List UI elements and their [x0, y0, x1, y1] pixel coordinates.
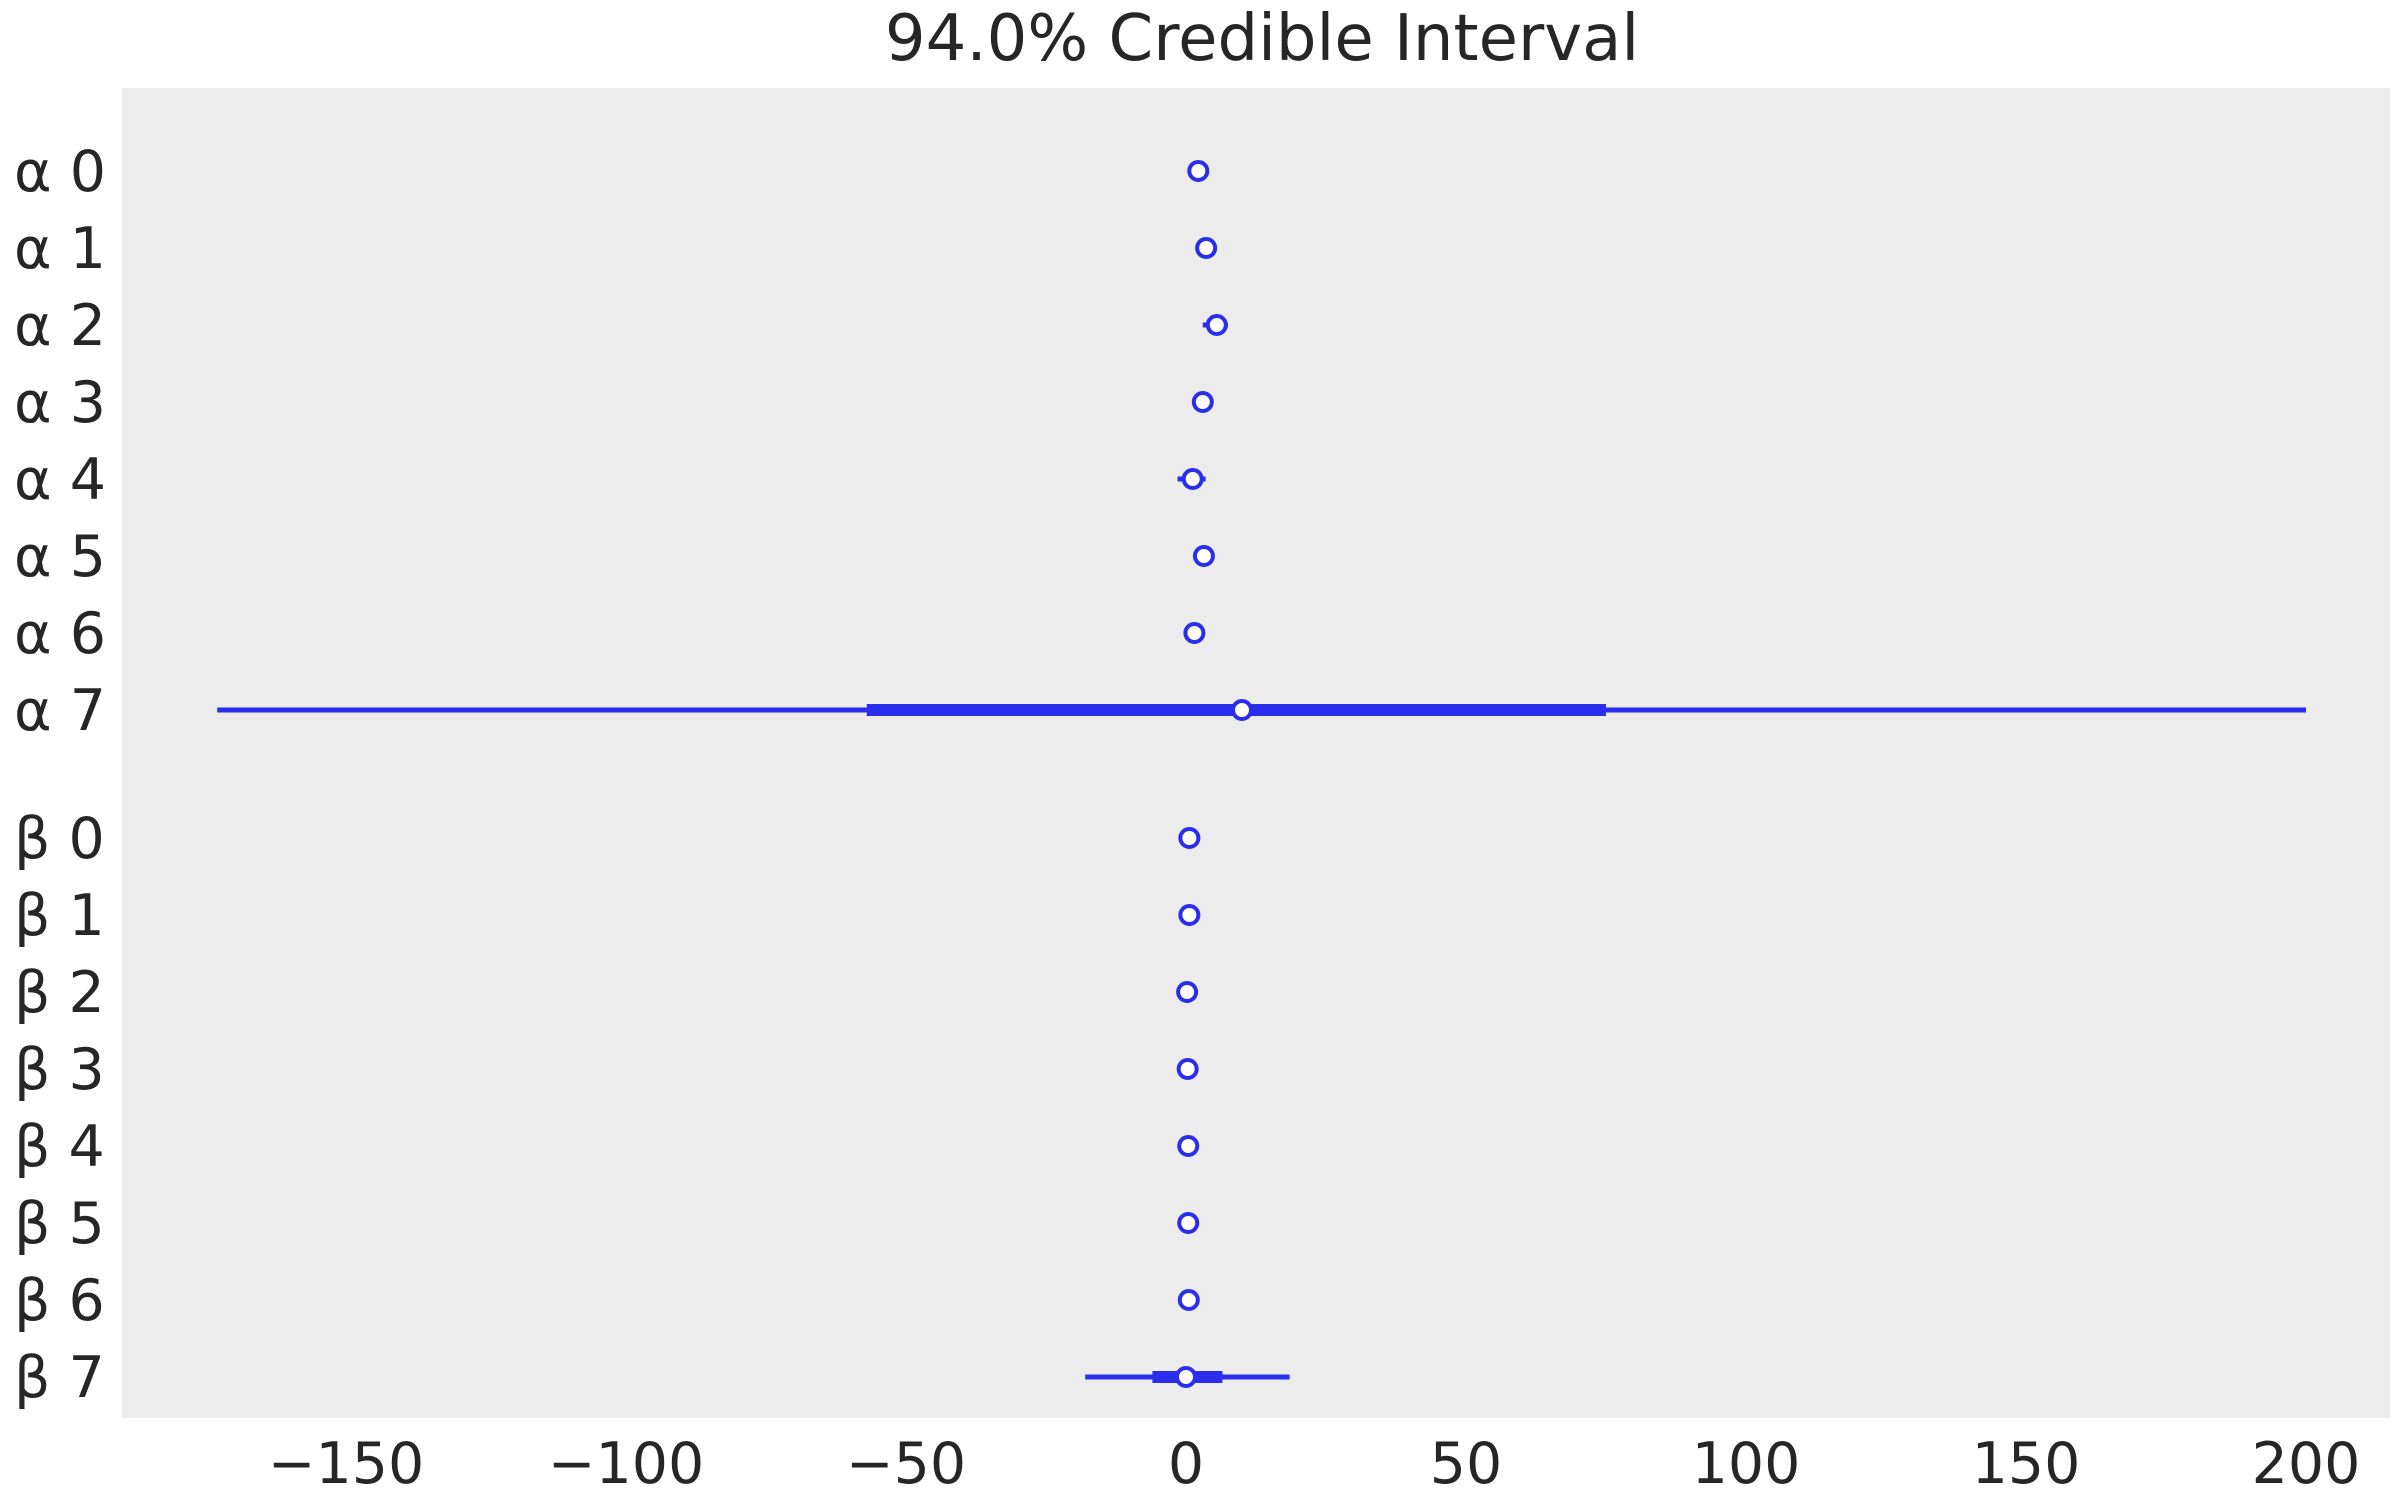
y-label-α-1: α 1: [14, 216, 106, 282]
y-label-α-6: α 6: [14, 601, 106, 667]
mean-point-β-5: [1177, 1212, 1200, 1234]
y-label-β-2: β 2: [14, 960, 105, 1026]
mean-point-α-2: [1205, 314, 1228, 336]
mean-point-α-6: [1183, 622, 1206, 644]
y-label-β-7: β 7: [14, 1345, 105, 1411]
y-label-α-0: α 0: [14, 139, 106, 205]
x-tick-label: 50: [1430, 1431, 1503, 1497]
y-label-β-4: β 4: [14, 1114, 105, 1180]
y-label-α-5: α 5: [14, 524, 106, 590]
mean-point-α-0: [1187, 160, 1210, 182]
mean-point-β-0: [1178, 827, 1201, 849]
x-tick-labels: −150 −100 −50 0 50 100 150 200: [268, 1431, 2361, 1497]
x-tick-label: 200: [2252, 1431, 2361, 1497]
mean-point-β-3: [1176, 1058, 1199, 1080]
y-tick-labels: α 0 α 1 α 2 α 3 α 4 α 5 α 6 α 7 β 0 β 1 β 2 β 3 β 4 β…: [14, 139, 106, 1411]
y-label-α-4: α 4: [14, 447, 106, 513]
x-tick-label: −150: [268, 1431, 425, 1497]
y-label-β-0: β 0: [14, 806, 105, 872]
mean-point-β-7: [1175, 1366, 1197, 1388]
x-tick-label: 150: [1972, 1431, 2081, 1497]
x-tick-label: −50: [846, 1431, 966, 1497]
mean-point-α-5: [1192, 545, 1215, 567]
y-label-α-7: α 7: [14, 678, 106, 744]
y-label-β-5: β 5: [14, 1191, 105, 1257]
mean-point-α-3: [1191, 391, 1214, 413]
mean-point-β-2: [1176, 981, 1199, 1003]
mean-point-β-1: [1178, 904, 1201, 926]
mean-point-α-4: [1181, 468, 1204, 490]
intervals-layer: [217, 160, 2306, 1388]
y-label-α-2: α 2: [14, 293, 106, 359]
mean-point-β-6: [1177, 1289, 1200, 1311]
y-label-α-3: α 3: [14, 370, 106, 436]
chart-title: 94.0% Credible Interval: [885, 2, 1639, 76]
plot-area: [122, 88, 2390, 1418]
y-label-β-1: β 1: [14, 883, 105, 949]
x-tick-label: 0: [1168, 1431, 1204, 1497]
x-tick-label: 100: [1692, 1431, 1801, 1497]
mean-point-β-4: [1177, 1135, 1200, 1157]
y-label-β-3: β 3: [14, 1037, 105, 1103]
mean-point-α-1: [1195, 237, 1218, 259]
x-tick-label: −100: [548, 1431, 705, 1497]
y-label-β-6: β 6: [14, 1268, 105, 1334]
mean-point-α-7: [1231, 699, 1253, 721]
